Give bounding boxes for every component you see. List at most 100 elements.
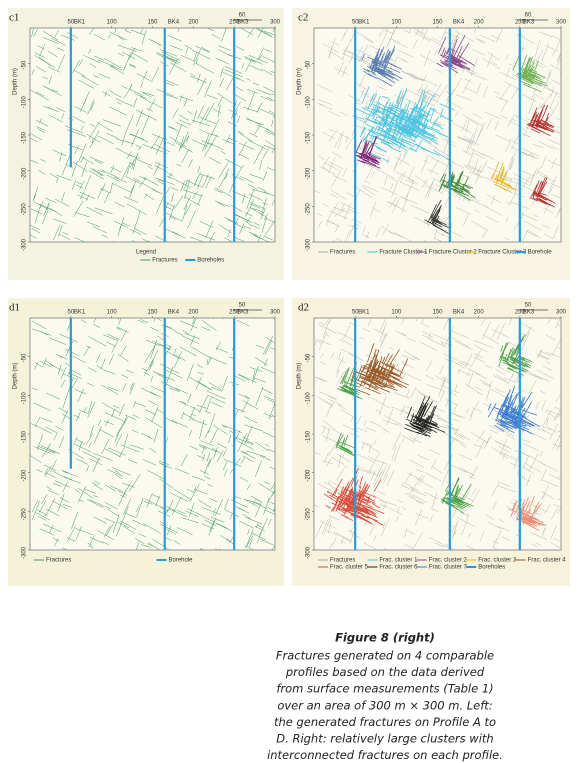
fracture — [422, 123, 428, 135]
fracture — [365, 496, 376, 502]
fracture — [244, 212, 253, 217]
fracture — [167, 499, 174, 513]
fracture — [347, 505, 353, 509]
y-tick-label: -50 — [306, 60, 312, 69]
fracture — [43, 523, 62, 533]
fracture — [555, 394, 561, 402]
fracture — [87, 99, 95, 115]
fracture — [134, 228, 147, 235]
fracture — [420, 54, 435, 63]
fracture — [529, 170, 537, 187]
fracture — [191, 49, 211, 60]
fracture — [242, 106, 259, 113]
fracture — [532, 120, 540, 124]
fracture — [371, 493, 385, 503]
y-tick-label: -50 — [22, 353, 28, 362]
fracture — [476, 38, 486, 43]
fracture — [501, 359, 510, 364]
fracture — [499, 165, 505, 179]
fracture — [252, 82, 260, 86]
fracture — [416, 425, 431, 435]
fracture — [323, 493, 338, 504]
fracture — [344, 384, 355, 391]
fracture — [257, 47, 264, 61]
fracture — [449, 358, 466, 369]
fracture — [72, 60, 80, 74]
fracture — [210, 428, 218, 444]
fracture — [255, 501, 263, 518]
fracture — [267, 448, 275, 453]
fracture — [340, 486, 345, 494]
fracture — [138, 145, 142, 151]
fracture — [125, 30, 131, 34]
fracture — [385, 114, 404, 127]
fracture — [533, 58, 547, 68]
y-tick-label: -200 — [306, 469, 312, 482]
fracture — [548, 423, 558, 441]
fracture — [247, 91, 256, 111]
fracture — [242, 436, 249, 441]
fracture — [140, 387, 157, 396]
fracture — [262, 431, 275, 438]
fracture — [552, 504, 561, 508]
fracture — [226, 538, 232, 542]
fracture — [197, 105, 205, 119]
fracture — [73, 443, 92, 453]
y-tick-label: -300 — [22, 546, 28, 559]
fracture — [238, 374, 250, 381]
fracture — [199, 129, 207, 133]
fracture — [320, 520, 337, 529]
fracture — [39, 528, 55, 536]
fracture — [93, 495, 99, 498]
fracture — [365, 106, 380, 113]
fracture — [328, 438, 340, 456]
fracture — [506, 347, 514, 359]
fracture — [535, 123, 555, 133]
fracture — [480, 531, 485, 541]
fracture — [260, 208, 266, 220]
fracture — [258, 107, 275, 117]
fracture — [174, 331, 183, 336]
fracture — [190, 73, 196, 78]
fracture — [107, 469, 124, 477]
fracture — [244, 545, 255, 550]
fracture — [422, 125, 429, 129]
fracture — [64, 362, 70, 366]
fracture — [427, 168, 439, 175]
fracture — [235, 408, 246, 413]
fracture — [31, 423, 46, 431]
fracture — [96, 364, 103, 370]
fracture — [402, 197, 409, 201]
fracture — [114, 470, 120, 474]
fracture — [379, 318, 387, 332]
fracture — [264, 340, 272, 355]
fracture — [77, 488, 94, 499]
fracture — [367, 129, 379, 137]
fracture — [542, 479, 560, 488]
fracture — [126, 369, 134, 374]
fracture — [467, 368, 481, 376]
fracture — [405, 98, 418, 106]
fracture — [129, 185, 135, 198]
fracture — [344, 388, 355, 394]
fracture — [131, 239, 136, 242]
fracture — [120, 506, 129, 525]
fracture — [388, 101, 394, 116]
fracture — [557, 324, 561, 327]
y-tick-label: -100 — [22, 96, 28, 109]
fracture — [121, 374, 129, 379]
fracture — [407, 178, 418, 185]
fracture — [83, 407, 87, 413]
fracture — [358, 73, 367, 88]
fracture — [262, 335, 274, 355]
fracture — [423, 419, 438, 426]
fracture — [222, 425, 227, 429]
fracture — [387, 157, 390, 164]
fracture — [36, 509, 48, 516]
fracture — [135, 538, 145, 544]
fracture — [166, 525, 172, 536]
fracture — [530, 85, 538, 101]
fracture — [142, 91, 155, 97]
fracture — [262, 171, 267, 182]
fracture — [191, 418, 208, 426]
